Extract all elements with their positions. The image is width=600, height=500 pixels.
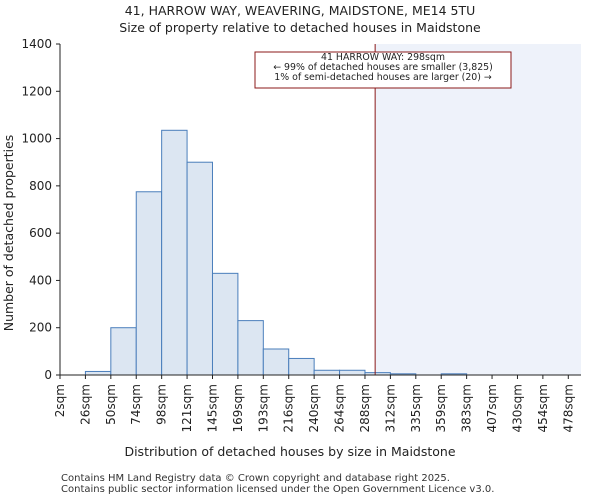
x-tick-label: 288sqm <box>358 384 372 432</box>
x-tick-label: 407sqm <box>485 384 499 432</box>
x-tick-label: 145sqm <box>205 384 219 432</box>
bar-216sqm <box>288 357 315 376</box>
x-tick-label: 98sqm <box>155 384 169 425</box>
annotation-line-1: 41 HARROW WAY: 298sqm <box>321 52 445 63</box>
y-tick-label: 200 <box>29 321 52 335</box>
bar-98sqm <box>161 129 188 376</box>
x-tick-label: 2sqm <box>53 384 67 417</box>
axes <box>59 44 581 376</box>
y-tick-label: 400 <box>29 273 52 287</box>
y-tick-label: 0 <box>44 368 52 382</box>
x-tick-label: 264sqm <box>333 384 347 432</box>
annotation-line-3: 1% of semi-detached houses are larger (2… <box>274 72 492 83</box>
bar-50sqm <box>110 327 137 376</box>
annotation-box <box>254 51 512 89</box>
annotation-line-2: ← 99% of detached houses are smaller (3,… <box>273 62 493 73</box>
y-tick-label: 600 <box>29 226 52 240</box>
bar-193sqm <box>262 348 290 376</box>
x-tick-label: 50sqm <box>104 384 118 425</box>
x-tick-label: 359sqm <box>434 384 448 432</box>
larger-region-shade <box>375 44 581 375</box>
footer-licence: Contains public sector information licen… <box>61 484 495 495</box>
x-tick-label: 216sqm <box>282 384 296 432</box>
x-tick-label: 169sqm <box>231 384 245 432</box>
bar-145sqm <box>211 272 239 376</box>
bar-240sqm <box>313 369 341 376</box>
x-tick-label: 26sqm <box>78 384 92 425</box>
x-tick-label: 335sqm <box>409 384 423 432</box>
bar-26sqm <box>84 370 112 376</box>
x-tick-label: 74sqm <box>129 384 143 425</box>
y-axis-label: Number of detached properties <box>1 135 16 332</box>
x-axis-label: Distribution of detached houses by size … <box>124 444 455 459</box>
bar-169sqm <box>237 320 264 376</box>
x-ticks: 2sqm 26sqm 50sqm 74sqm 98sqm 121sqm 145sqm 169s… <box>53 375 575 432</box>
y-ticks: 0 200 400 600 800 1000 1200 1400 <box>21 37 60 382</box>
x-tick-label: 121sqm <box>180 384 194 432</box>
bars <box>84 129 468 376</box>
x-tick-label: 430sqm <box>510 384 524 432</box>
bar-74sqm <box>135 191 163 376</box>
y-tick-label: 1200 <box>21 84 52 98</box>
bar-121sqm <box>186 161 213 376</box>
y-tick-label: 1000 <box>21 132 52 146</box>
footer-copyright: Contains HM Land Registry data © Crown c… <box>61 473 450 484</box>
x-tick-label: 240sqm <box>307 384 321 432</box>
y-tick-label: 1400 <box>21 37 52 51</box>
x-tick-label: 383sqm <box>460 384 474 432</box>
bar-264sqm <box>339 369 366 376</box>
chart-title: 41, HARROW WAY, WEAVERING, MAIDSTONE, ME… <box>125 3 476 18</box>
chart-subtitle: Size of property relative to detached ho… <box>119 20 481 35</box>
x-tick-label: 193sqm <box>256 384 270 432</box>
y-tick-label: 800 <box>29 179 52 193</box>
x-tick-label: 454sqm <box>536 384 550 432</box>
x-tick-label: 312sqm <box>383 384 397 432</box>
x-tick-label: 478sqm <box>561 384 575 432</box>
